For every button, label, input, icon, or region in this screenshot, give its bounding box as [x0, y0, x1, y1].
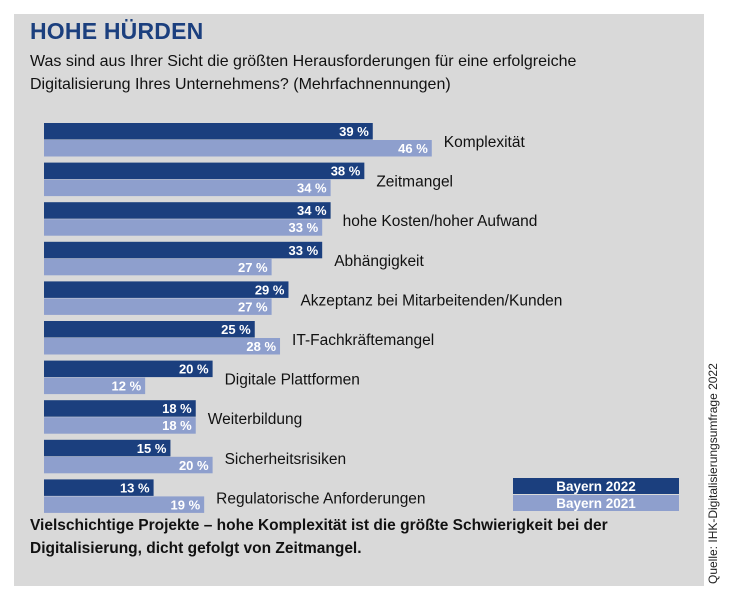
bar-2022 [44, 123, 373, 140]
category-label: Weiterbildung [208, 411, 302, 428]
data-label: 33 % [289, 220, 319, 235]
category-label: Zeitmangel [376, 174, 453, 191]
data-label: 28 % [246, 339, 276, 354]
bar-2021 [44, 298, 272, 315]
bar-2021 [44, 140, 432, 157]
bar-2021 [44, 258, 272, 276]
data-label: 12 % [112, 379, 142, 394]
chart-title: HOHE HÜRDEN [30, 18, 204, 44]
data-label: 27 % [238, 260, 268, 275]
bar-2021 [44, 377, 146, 395]
category-label: Regulatorische Anforderungen [216, 490, 425, 507]
legend-label: Bayern 2022 [556, 479, 636, 494]
bar-2022 [44, 281, 289, 298]
data-label: 46 % [398, 141, 428, 156]
data-label: 18 % [162, 401, 192, 416]
bar-2021 [44, 496, 205, 513]
category-label: Akzeptanz bei Mitarbeitenden/Kunden [300, 292, 562, 309]
data-label: 13 % [120, 480, 150, 495]
bar-2021 [44, 456, 213, 474]
data-label: 18 % [162, 418, 192, 433]
data-label: 25 % [221, 322, 251, 337]
bar-2022 [44, 162, 365, 180]
data-label: 34 % [297, 203, 327, 218]
data-label: 15 % [137, 441, 167, 456]
data-label: 20 % [179, 458, 209, 473]
category-label: Komplexität [444, 134, 526, 151]
data-label: 33 % [289, 243, 319, 258]
source-note: Quelle: IHK-Digitalisierungsumfrage 2022 [706, 363, 720, 584]
category-label: Sicherheitsrisiken [225, 451, 346, 468]
bar-2022 [44, 479, 154, 496]
legend-label: Bayern 2021 [556, 496, 636, 511]
legend-swatch-2021 [513, 495, 679, 511]
data-label: 19 % [171, 497, 201, 512]
category-label: Abhängigkeit [334, 253, 424, 270]
bar-2021 [44, 179, 331, 197]
category-label: IT-Fachkräftemangel [292, 332, 434, 349]
bar-2022 [44, 202, 331, 219]
data-label: 38 % [331, 164, 361, 179]
legend-swatch-2022 [513, 478, 679, 494]
bar-2021 [44, 219, 323, 236]
data-label: 34 % [297, 181, 327, 196]
category-label: Digitale Plattformen [225, 372, 360, 389]
data-label: 39 % [339, 124, 369, 139]
bar-2022 [44, 241, 323, 259]
bar-2021 [44, 417, 196, 434]
data-label: 20 % [179, 362, 209, 377]
category-label: hohe Kosten/hoher Aufwand [343, 213, 538, 230]
chart-subtitle: Was sind aus Ihrer Sicht die größten Her… [30, 53, 577, 93]
bar-2022 [44, 321, 255, 338]
data-label: 27 % [238, 299, 268, 314]
chart-footer: Vielschichtige Projekte – hohe Komplexit… [30, 517, 608, 557]
bar-2021 [44, 338, 281, 355]
bar-2022 [44, 360, 213, 378]
data-label: 29 % [255, 282, 285, 297]
bar-2022 [44, 400, 196, 417]
bar-2022 [44, 439, 171, 457]
